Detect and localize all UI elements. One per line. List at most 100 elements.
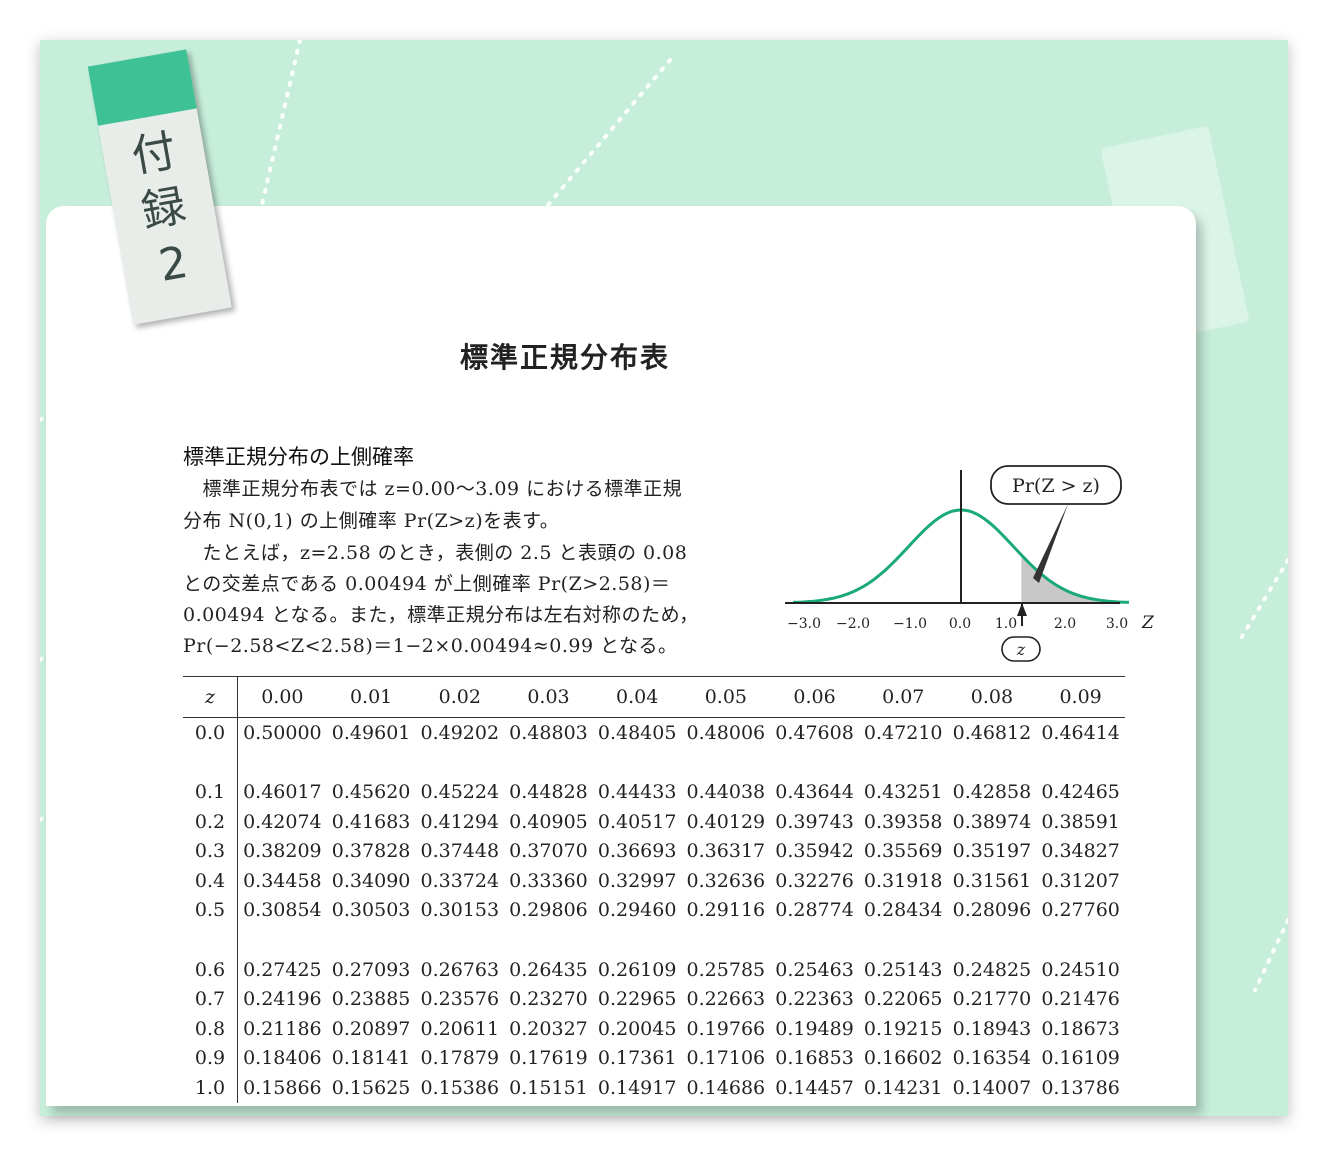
table-top-rule [183, 676, 1125, 677]
column-header: 0.09 [1036, 677, 1125, 718]
table-cell: 0.15625 [331, 1076, 411, 1099]
column-header: 0.06 [770, 677, 859, 718]
table-cell: 0.38209 [243, 840, 322, 863]
row-header: 0.6 [183, 955, 238, 985]
table-cell: 0.17361 [597, 1047, 677, 1070]
table-cell: 0.16602 [863, 1047, 943, 1070]
table-cell: 0.20045 [597, 1017, 677, 1040]
table-cell: 0.46414 [1041, 721, 1120, 744]
table-cell: 0.36693 [597, 840, 677, 863]
column-header: 0.01 [326, 677, 416, 718]
tick-label: 2.0 [1054, 616, 1076, 632]
spacer-cell [238, 748, 1126, 778]
table-cell: 0.16354 [952, 1047, 1032, 1070]
section-subtitle: 標準正規分布の上側確率 [183, 445, 414, 469]
table-cell: 0.38974 [952, 810, 1032, 833]
tick-label: −2.0 [836, 616, 870, 632]
table-cell: 0.26435 [509, 958, 588, 981]
table-cell: 0.31918 [863, 869, 943, 892]
table-row: 1.0 0.15866 0.15625 0.15386 0.15151 0.14917 0.… [183, 1073, 1125, 1103]
table-cell: 0.30854 [243, 899, 322, 922]
table-cell: 0.34827 [1041, 840, 1120, 863]
table-cell: 0.29116 [686, 899, 766, 922]
table-cell: 0.18406 [243, 1047, 322, 1070]
table-cell: 0.22065 [863, 988, 943, 1011]
table-cell: 0.43251 [863, 781, 943, 804]
table-cell: 0.44038 [686, 781, 766, 804]
table-cell: 0.43644 [775, 781, 854, 804]
table-cell: 0.47210 [863, 721, 943, 744]
table-cell: 0.15866 [243, 1076, 322, 1099]
tick-label: 3.0 [1106, 616, 1128, 632]
table-cell: 0.23270 [509, 988, 588, 1011]
spacer-cell [183, 747, 238, 778]
table-cell: 0.40129 [686, 810, 766, 833]
table-cell: 0.17106 [686, 1047, 766, 1070]
table-row: 0.6 0.27425 0.27093 0.26763 0.26435 0.26109 0.… [183, 955, 1125, 985]
table-cell: 0.25463 [775, 958, 854, 981]
table-cell: 0.29460 [597, 899, 677, 922]
table-cell: 0.18943 [952, 1017, 1032, 1040]
table-cell: 0.35942 [775, 840, 854, 863]
table-cell: 0.35569 [863, 840, 943, 863]
table-cell: 0.48803 [509, 721, 588, 744]
table-cell: 0.27093 [331, 958, 411, 981]
table-cell: 0.23576 [420, 988, 500, 1011]
table-cell: 0.36317 [686, 840, 766, 863]
row-header: 0.2 [183, 807, 238, 837]
tick-label: 0.0 [949, 616, 971, 632]
table-cell: 0.26763 [420, 958, 500, 981]
table-cell: 0.22663 [686, 988, 766, 1011]
table-cell: 0.39358 [863, 810, 943, 833]
paragraph-line: たとえば，z=2.58 のとき，表側の 2.5 と表頭の 0.08 [183, 542, 688, 564]
table-cell: 0.29806 [509, 899, 588, 922]
table-cell: 0.21476 [1041, 988, 1120, 1011]
table-row: 0.0 0.50000 0.49601 0.49202 0.48803 0.48405 0.… [183, 717, 1125, 748]
table-cell: 0.41683 [331, 810, 411, 833]
table-cell: 0.21770 [952, 988, 1032, 1011]
table-cell: 0.28434 [863, 899, 943, 922]
table-cell: 0.32636 [686, 869, 766, 892]
table-row: 0.9 0.18406 0.18141 0.17879 0.17619 0.17361 0.… [183, 1043, 1125, 1073]
row-header: 0.4 [183, 866, 238, 896]
table-cell: 0.13786 [1041, 1076, 1120, 1099]
table-cell: 0.35197 [952, 840, 1032, 863]
table-cell: 0.50000 [243, 721, 322, 744]
column-header: 0.03 [504, 677, 593, 718]
table-cell: 0.19489 [775, 1017, 854, 1040]
table-cell: 0.19766 [686, 1017, 766, 1040]
table-row: 0.8 0.21186 0.20897 0.20611 0.20327 0.20045 0.… [183, 1014, 1125, 1044]
table-cell: 0.49601 [331, 721, 411, 744]
table-cell: 0.26109 [597, 958, 677, 981]
table-cell: 0.18141 [331, 1047, 411, 1070]
table-cell: 0.48006 [686, 721, 766, 744]
table-row: 0.4 0.34458 0.34090 0.33724 0.33360 0.32997 0.… [183, 866, 1125, 896]
column-header: 0.02 [415, 677, 505, 718]
row-header: 0.0 [183, 717, 238, 748]
z-table: z 0.00 0.01 0.02 0.03 0.04 0.05 0.06 0.0… [183, 677, 1125, 1103]
table-cell: 0.44828 [509, 781, 588, 804]
paragraph-line: 0.00494 となる。また，標準正規分布は左右対称のため， [183, 604, 699, 626]
table-cell: 0.18673 [1041, 1017, 1120, 1040]
table-cell: 0.20611 [420, 1017, 500, 1040]
table-cell: 0.19215 [863, 1017, 943, 1040]
table-cell: 0.47608 [775, 721, 854, 744]
paragraph-line: 標準正規分布表では z=0.00〜3.09 における標準正規 [183, 478, 683, 500]
table-cell: 0.27760 [1041, 899, 1120, 922]
table-cell: 0.34458 [243, 869, 322, 892]
table-cell: 0.21186 [243, 1017, 322, 1040]
page-title: 標準正規分布表 [460, 341, 671, 374]
table-cell: 0.25143 [863, 958, 943, 981]
table-cell: 0.38591 [1041, 810, 1120, 833]
table-cell: 0.45620 [331, 781, 411, 804]
table-cell: 0.32997 [597, 869, 677, 892]
tick-label: −1.0 [893, 616, 927, 632]
table-cell: 0.42858 [952, 781, 1032, 804]
table-cell: 0.20897 [331, 1017, 411, 1040]
table-cell: 0.42074 [243, 810, 322, 833]
table-cell: 0.40517 [597, 810, 677, 833]
column-header: 0.07 [858, 677, 948, 718]
table-cell: 0.37828 [331, 840, 411, 863]
table-row: 0.3 0.38209 0.37828 0.37448 0.37070 0.36693 0.… [183, 836, 1125, 866]
table-cell: 0.30153 [420, 899, 500, 922]
